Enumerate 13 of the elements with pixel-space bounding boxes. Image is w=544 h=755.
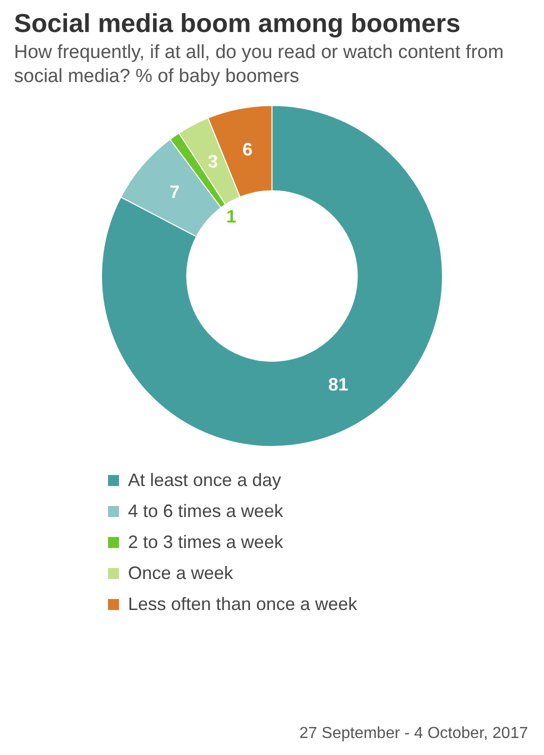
chart-subtitle: How frequently, if at all, do you read or watch content from social media? % of baby boomers xyxy=(14,41,505,89)
data-label: 81 xyxy=(328,374,348,394)
legend-label: At least once a day xyxy=(128,470,282,491)
legend-label: Less often than once a week xyxy=(128,594,358,615)
legend-label: Once a week xyxy=(128,563,234,584)
data-label: 6 xyxy=(242,139,253,160)
legend-label: 4 to 6 times a week xyxy=(128,501,284,522)
text: 27 September - 4 October, 2017 xyxy=(299,725,528,743)
data-label: 3 xyxy=(208,152,218,172)
data-label: 7 xyxy=(170,182,180,202)
legend-label: 2 to 3 times a week xyxy=(128,532,284,553)
data-label: 1 xyxy=(226,206,236,227)
chart-title: Social media boom among boomers xyxy=(14,8,462,39)
